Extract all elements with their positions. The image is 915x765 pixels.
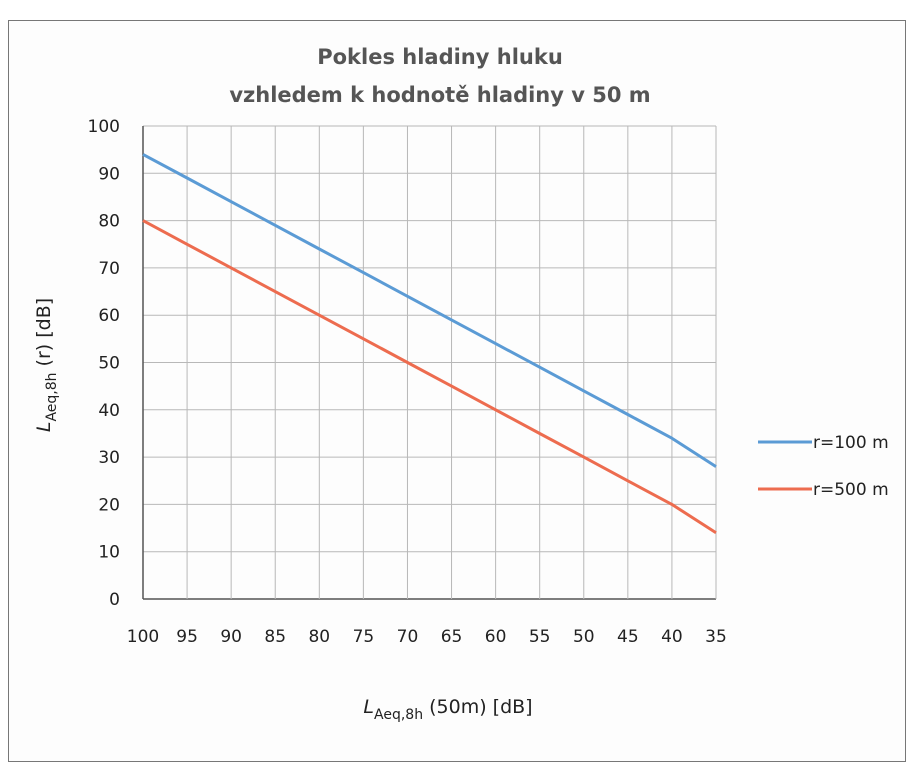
y-axis-title-main: L (33, 422, 55, 433)
series-line (142, 219, 717, 535)
y-axis-ticks: 0 10 20 30 40 50 60 70 80 90 100 (88, 117, 120, 610)
legend: r=100 m r=500 m (758, 433, 889, 500)
x-tick-label: 100 (127, 627, 159, 647)
x-axis-title: LAeq,8h (50m) [dB] (363, 696, 532, 723)
x-tick-label: 85 (264, 627, 286, 647)
x-tick-label: 80 (308, 627, 330, 647)
x-tick-label: 40 (661, 627, 683, 647)
series-line (142, 153, 717, 468)
x-axis-title-sub: Aeq,8h (374, 707, 423, 723)
y-tick-label: 10 (98, 543, 120, 563)
x-tick-label: 35 (705, 627, 727, 647)
x-tick-label: 75 (353, 627, 375, 647)
series-group (142, 153, 717, 535)
x-tick-label: 95 (176, 627, 198, 647)
x-tick-label: 90 (220, 627, 242, 647)
y-axis-title-rest: (r) [dB] (33, 298, 55, 373)
chart-frame (8, 20, 906, 762)
x-tick-label: 65 (441, 627, 463, 647)
x-tick-label: 55 (529, 627, 551, 647)
x-axis-ticks: 100 95 90 85 80 75 70 65 60 55 50 45 40 35 (127, 627, 727, 647)
x-axis-title-rest: (50m) [dB] (423, 696, 533, 718)
x-tick-label: 60 (485, 627, 507, 647)
legend-label: r=100 m (813, 433, 889, 453)
y-tick-label: 20 (98, 495, 120, 515)
y-tick-label: 40 (98, 401, 120, 421)
x-tick-label: 70 (397, 627, 419, 647)
y-axis-title-sub: Aeq,8h (44, 372, 60, 421)
y-tick-label: 70 (98, 259, 120, 279)
x-tick-label: 45 (617, 627, 639, 647)
y-tick-label: 90 (98, 164, 120, 184)
legend-label: r=500 m (813, 480, 889, 500)
y-tick-label: 60 (98, 306, 120, 326)
y-tick-label: 100 (88, 117, 120, 137)
chart-title-line-1: Pokles hladiny hluku (317, 45, 563, 69)
x-axis-title-main: L (363, 696, 374, 718)
y-tick-label: 80 (98, 212, 120, 232)
x-tick-label: 50 (573, 627, 595, 647)
y-tick-label: 0 (109, 590, 120, 610)
y-tick-label: 50 (98, 354, 120, 374)
grid (142, 125, 717, 600)
y-tick-label: 30 (98, 448, 120, 468)
y-axis-title: LAeq,8h (r) [dB] (33, 298, 60, 432)
chart-title-line-2: vzhledem k hodnotě hladiny v 50 m (229, 83, 650, 107)
